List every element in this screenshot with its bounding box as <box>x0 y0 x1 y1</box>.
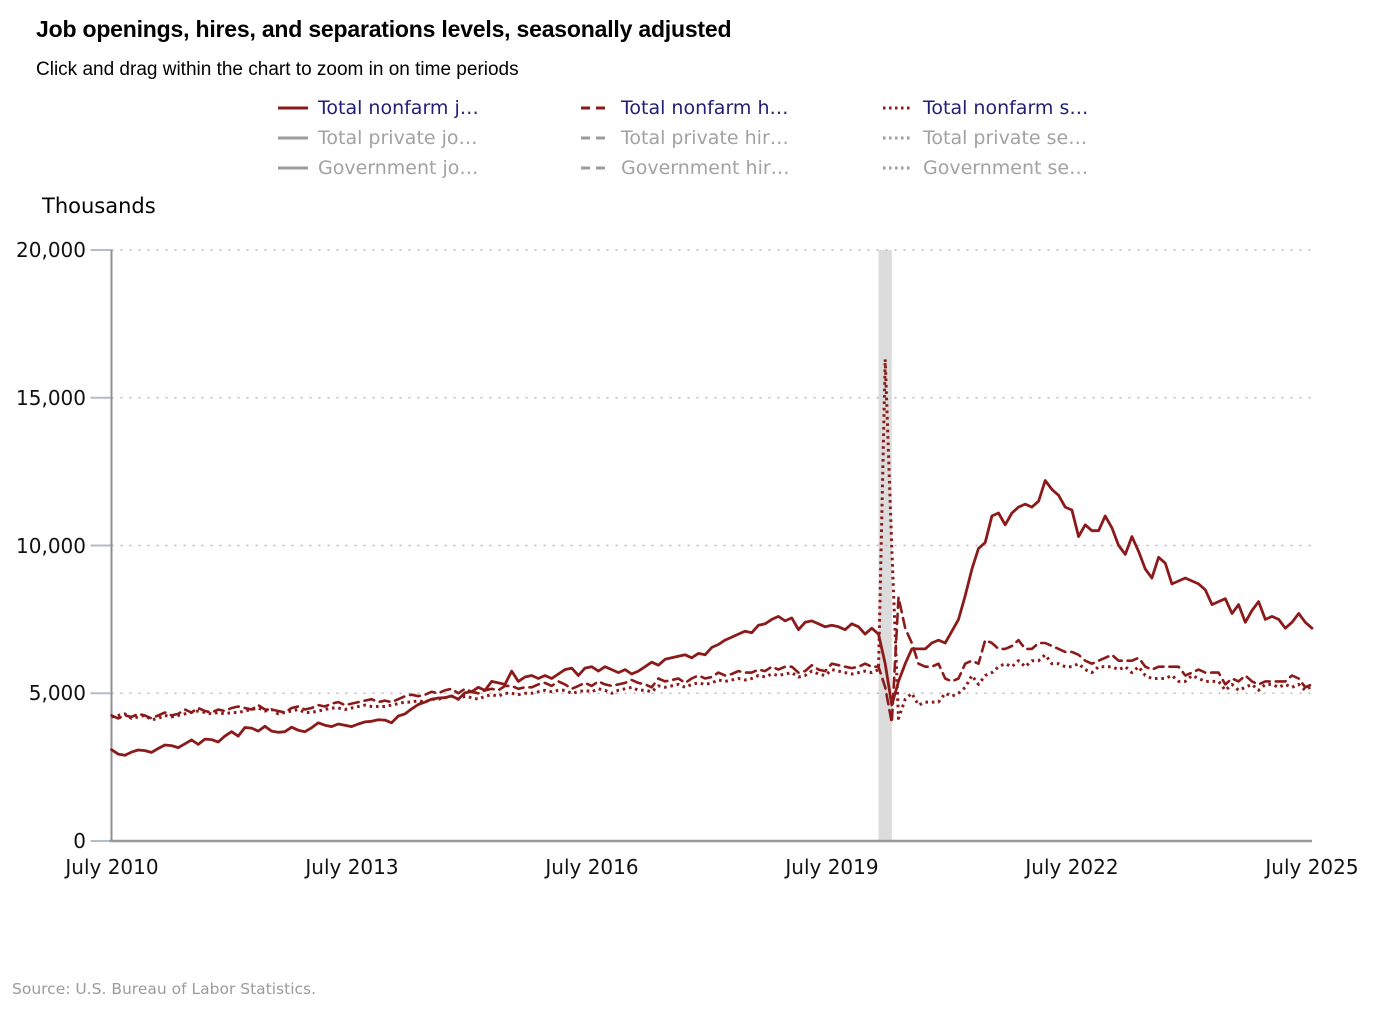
legend: Total nonfarm j… Total nonfarm h… Total … <box>277 93 1142 183</box>
legend-label: Total nonfarm h… <box>621 97 789 119</box>
source-attribution: Source: U.S. Bureau of Labor Statistics. <box>12 980 317 998</box>
dotted-line-swatch-icon <box>883 136 913 140</box>
x-tick-july-2016: July 2016 <box>545 855 639 879</box>
x-tick-july-2022: July 2022 <box>1025 855 1119 879</box>
legend-label: Government se… <box>923 157 1089 179</box>
chart-subtitle: Click and drag within the chart to zoom … <box>36 59 519 80</box>
legend-item-nonfarm-hires[interactable]: Total nonfarm h… <box>580 93 882 123</box>
dotted-line-swatch-icon <box>883 106 913 110</box>
x-tick-july-2013: July 2013 <box>305 855 399 879</box>
legend-item-private-hires[interactable]: Total private hir… <box>580 123 882 153</box>
solid-line-swatch-icon <box>278 166 308 170</box>
legend-item-private-separations[interactable]: Total private se… <box>882 123 1142 153</box>
legend-item-private-openings[interactable]: Total private jo… <box>277 123 580 153</box>
dashed-line-swatch-icon <box>581 106 611 110</box>
legend-item-government-hires[interactable]: Government hir… <box>580 153 882 183</box>
dashed-line-swatch-icon <box>581 166 611 170</box>
chart-title: Job openings, hires, and separations lev… <box>36 16 732 42</box>
legend-item-government-openings[interactable]: Government jo… <box>277 153 580 183</box>
dashed-line-swatch-icon <box>581 136 611 140</box>
legend-label: Total nonfarm s… <box>923 97 1089 119</box>
solid-line-swatch-icon <box>278 136 308 140</box>
legend-item-nonfarm-separations[interactable]: Total nonfarm s… <box>882 93 1142 123</box>
y-tick-20000: 20,000 <box>16 238 86 262</box>
y-tick-15000: 15,000 <box>16 386 86 410</box>
legend-item-government-separations[interactable]: Government se… <box>882 153 1142 183</box>
legend-label: Government hir… <box>621 157 790 179</box>
y-axis-title: Thousands <box>42 194 156 218</box>
y-tick-0: 0 <box>73 829 86 853</box>
x-tick-july-2010: July 2010 <box>65 855 159 879</box>
dotted-line-swatch-icon <box>883 166 913 170</box>
x-tick-july-2025: July 2025 <box>1265 855 1359 879</box>
legend-label: Total private jo… <box>318 127 478 149</box>
legend-label: Total private se… <box>923 127 1088 149</box>
legend-label: Total nonfarm j… <box>318 97 479 119</box>
x-tick-july-2019: July 2019 <box>785 855 879 879</box>
legend-item-nonfarm-openings[interactable]: Total nonfarm j… <box>277 93 580 123</box>
y-tick-5000: 5,000 <box>28 681 86 705</box>
legend-label: Government jo… <box>318 157 479 179</box>
y-tick-10000: 10,000 <box>16 534 86 558</box>
legend-label: Total private hir… <box>621 127 789 149</box>
solid-line-swatch-icon <box>278 106 308 110</box>
